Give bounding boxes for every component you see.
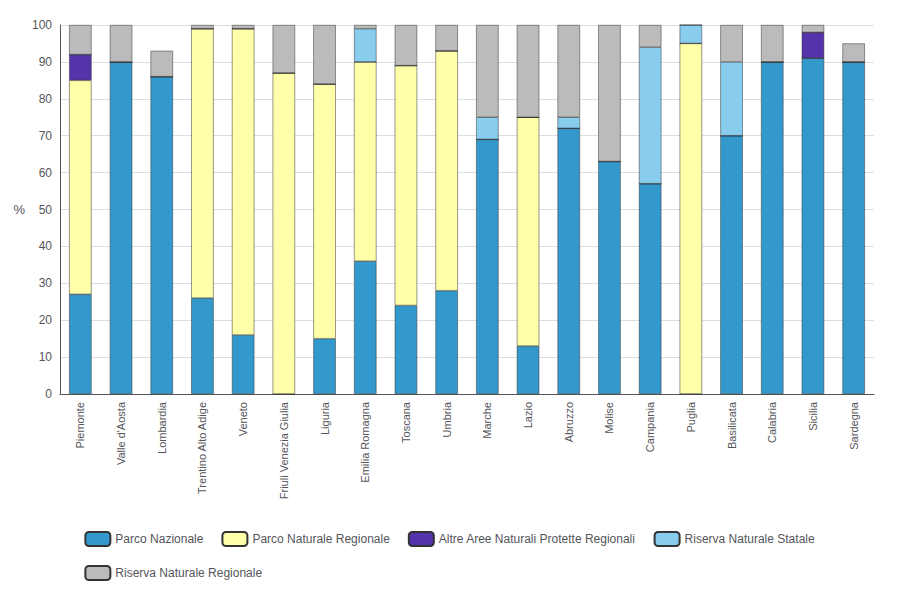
svg-text:80: 80 (39, 92, 53, 106)
svg-text:Emilia Romagna: Emilia Romagna (359, 401, 371, 483)
svg-text:Abruzzo: Abruzzo (563, 402, 575, 442)
svg-text:Lazio: Lazio (522, 402, 534, 428)
svg-text:Calabria: Calabria (766, 401, 778, 443)
svg-text:Liguria: Liguria (319, 401, 331, 435)
svg-text:Marche: Marche (481, 402, 493, 439)
svg-text:70: 70 (39, 129, 53, 143)
svg-text:Friuli Venezia Giulia: Friuli Venezia Giulia (278, 401, 290, 499)
svg-text:Altre Aree Naturali Protette R: Altre Aree Naturali Protette Regionali (439, 532, 635, 546)
svg-text:Sicilia: Sicilia (807, 401, 819, 431)
svg-text:Riserva Naturale Statale: Riserva Naturale Statale (685, 532, 815, 546)
svg-text:Veneto: Veneto (237, 402, 249, 436)
svg-text:%: % (13, 202, 25, 217)
svg-text:Umbria: Umbria (441, 401, 453, 437)
svg-text:Lombardia: Lombardia (156, 401, 168, 454)
svg-text:Sardegna: Sardegna (848, 401, 860, 450)
svg-text:40: 40 (39, 239, 53, 253)
svg-text:100: 100 (32, 18, 52, 32)
svg-text:Parco Naturale Regionale: Parco Naturale Regionale (252, 532, 390, 546)
svg-text:Valle d'Aosta: Valle d'Aosta (115, 401, 127, 465)
svg-text:Trentino Alto Adige: Trentino Alto Adige (196, 402, 208, 494)
svg-text:10: 10 (39, 350, 53, 364)
svg-text:60: 60 (39, 166, 53, 180)
svg-text:Puglia: Puglia (685, 401, 697, 432)
svg-text:30: 30 (39, 276, 53, 290)
svg-text:Piemonte: Piemonte (74, 402, 86, 448)
svg-text:90: 90 (39, 55, 53, 69)
svg-text:50: 50 (39, 203, 53, 217)
svg-text:Campania: Campania (644, 401, 656, 452)
svg-text:Riserva Naturale Regionale: Riserva Naturale Regionale (115, 566, 262, 580)
svg-text:Molise: Molise (603, 402, 615, 434)
svg-text:Toscana: Toscana (400, 401, 412, 443)
svg-text:0: 0 (45, 387, 52, 401)
svg-text:Parco Nazionale: Parco Nazionale (115, 532, 203, 546)
svg-text:20: 20 (39, 313, 53, 327)
svg-text:Basilicata: Basilicata (726, 401, 738, 449)
